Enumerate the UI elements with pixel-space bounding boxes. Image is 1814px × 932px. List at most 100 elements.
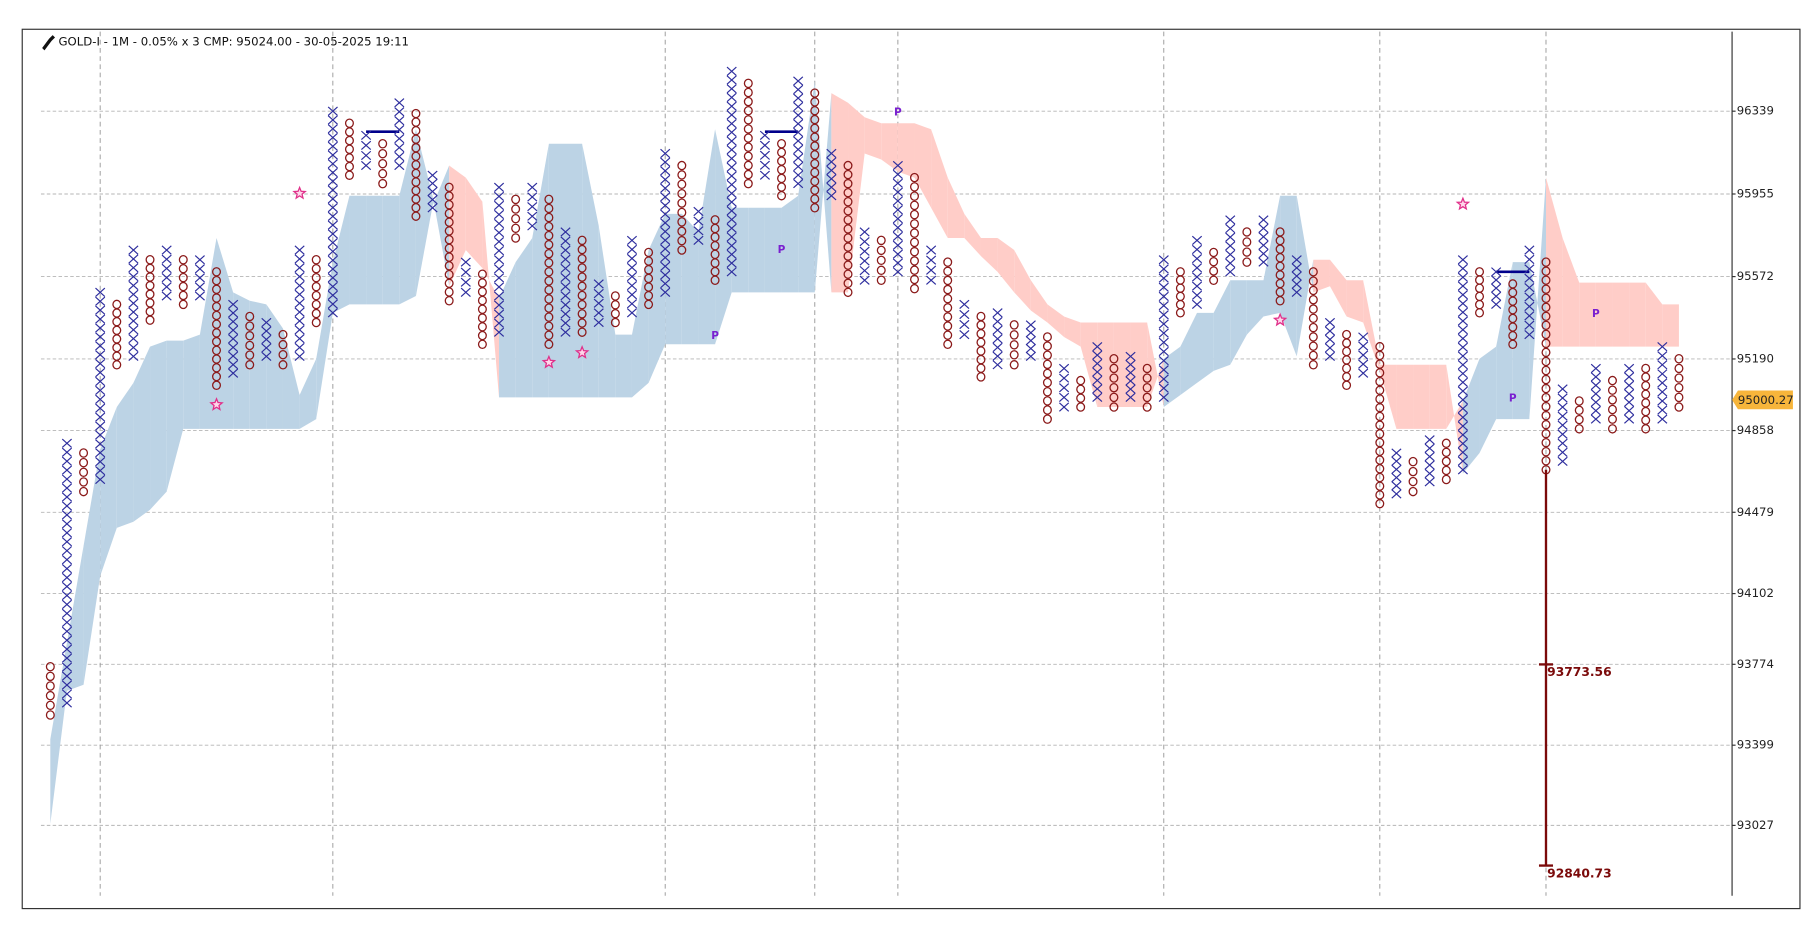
o-box <box>1009 330 1019 340</box>
x-column <box>1191 235 1203 310</box>
x-box <box>726 92 737 103</box>
o-box <box>1076 384 1086 395</box>
o-column <box>378 139 388 189</box>
x-box <box>61 438 73 448</box>
x-box <box>1391 472 1402 483</box>
x-box <box>128 245 139 255</box>
o-column <box>1142 363 1152 412</box>
o-box <box>1109 373 1119 383</box>
o-box <box>1408 466 1418 477</box>
x-box <box>327 211 338 222</box>
x-box <box>1291 279 1302 289</box>
x-box <box>493 291 505 301</box>
x-box <box>95 358 106 369</box>
x-box <box>327 106 338 116</box>
o-box <box>278 339 288 350</box>
o-box <box>311 255 321 265</box>
o-box <box>79 486 89 497</box>
x-box <box>1524 329 1535 340</box>
y-tick-label: 93027 <box>1737 818 1774 832</box>
x-box <box>95 448 106 458</box>
o-column <box>145 255 155 325</box>
x-box <box>1657 396 1668 406</box>
o-column <box>677 160 687 255</box>
o-box <box>843 206 853 216</box>
o-column <box>311 255 321 328</box>
cloud-segment <box>781 195 799 293</box>
x-box <box>1158 255 1169 265</box>
x-box <box>726 153 737 164</box>
x-column <box>1291 255 1302 297</box>
o-box <box>1607 375 1617 386</box>
x-box <box>294 289 305 300</box>
o-box <box>577 244 587 255</box>
x-box <box>61 474 73 484</box>
o-column <box>1042 332 1052 424</box>
x-box <box>1058 392 1070 403</box>
x-box <box>327 132 338 143</box>
x-box <box>61 653 73 663</box>
x-box <box>61 581 73 592</box>
x-box <box>1125 376 1136 386</box>
x-box <box>128 316 139 326</box>
x-box <box>294 334 305 344</box>
x-box <box>1358 332 1369 342</box>
x-column <box>959 299 970 340</box>
x-box <box>95 421 106 431</box>
o-box <box>976 372 986 382</box>
star-marker <box>1455 196 1471 211</box>
x-box <box>959 329 970 340</box>
x-box <box>294 254 305 264</box>
x-box <box>726 84 737 94</box>
x-box <box>793 170 804 180</box>
x-box <box>1657 405 1668 415</box>
cloud-segment <box>316 262 333 420</box>
x-box <box>1158 328 1169 338</box>
x-box <box>759 160 770 170</box>
o-column <box>1607 375 1617 434</box>
o-box <box>1076 402 1086 412</box>
x-column <box>1324 317 1336 362</box>
x-box <box>726 223 737 233</box>
x-box <box>1624 397 1635 407</box>
x-box <box>161 291 172 301</box>
x-box <box>194 282 205 292</box>
cloud-segment <box>1629 282 1646 347</box>
o-box <box>743 142 753 152</box>
pattern-label: P <box>1509 393 1517 405</box>
x-box <box>1457 298 1468 309</box>
x-box <box>660 252 671 263</box>
o-column <box>909 172 919 294</box>
o-box <box>477 339 487 350</box>
x-box <box>161 245 172 255</box>
o-box <box>511 204 521 214</box>
o-box <box>677 226 687 237</box>
o-column <box>45 661 55 720</box>
o-box <box>909 274 919 285</box>
o-box <box>45 661 55 672</box>
x-box <box>660 157 671 167</box>
x-box <box>1191 281 1203 291</box>
x-column <box>194 255 205 301</box>
x-box <box>261 351 272 362</box>
cloud-segment <box>1263 195 1281 317</box>
o-box <box>1308 313 1318 324</box>
o-box <box>45 700 55 711</box>
x-box <box>892 231 903 242</box>
o-box <box>311 263 321 274</box>
x-box <box>327 229 338 239</box>
x-box <box>228 351 239 361</box>
x-box <box>95 457 106 467</box>
o-box <box>1641 424 1651 434</box>
cloud-segment <box>814 80 832 293</box>
x-box <box>1457 333 1468 344</box>
o-box <box>1109 382 1119 393</box>
x-box <box>1092 375 1103 386</box>
x-box <box>128 289 139 300</box>
o-box <box>577 299 587 310</box>
x-box <box>793 102 804 112</box>
o-box <box>909 209 919 220</box>
x-box <box>161 254 172 264</box>
o-box <box>1607 395 1617 405</box>
cloud-segment <box>1246 280 1264 335</box>
